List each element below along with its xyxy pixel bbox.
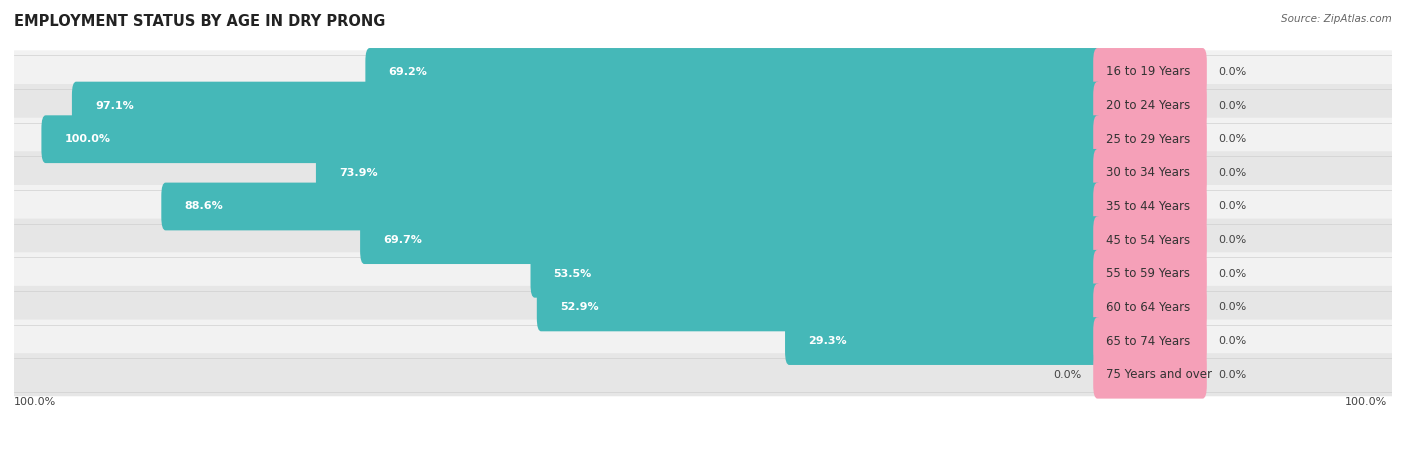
FancyBboxPatch shape	[785, 317, 1102, 365]
FancyBboxPatch shape	[1094, 351, 1206, 399]
FancyBboxPatch shape	[1094, 216, 1206, 264]
FancyBboxPatch shape	[366, 48, 1102, 96]
Text: 69.7%: 69.7%	[384, 235, 422, 245]
Text: Source: ZipAtlas.com: Source: ZipAtlas.com	[1281, 14, 1392, 23]
Text: 88.6%: 88.6%	[184, 202, 224, 211]
FancyBboxPatch shape	[162, 183, 1102, 230]
FancyBboxPatch shape	[13, 219, 1393, 261]
FancyBboxPatch shape	[13, 50, 1393, 94]
FancyBboxPatch shape	[1094, 115, 1206, 163]
Text: 0.0%: 0.0%	[1219, 336, 1247, 346]
FancyBboxPatch shape	[1094, 48, 1206, 96]
FancyBboxPatch shape	[13, 185, 1393, 228]
Text: 45 to 54 Years: 45 to 54 Years	[1107, 234, 1189, 247]
Text: 0.0%: 0.0%	[1219, 100, 1247, 111]
Text: 75 Years and over: 75 Years and over	[1107, 368, 1212, 381]
Text: 0.0%: 0.0%	[1219, 168, 1247, 178]
FancyBboxPatch shape	[530, 250, 1102, 297]
FancyBboxPatch shape	[13, 84, 1393, 127]
Text: 25 to 29 Years: 25 to 29 Years	[1107, 133, 1189, 146]
Text: 73.9%: 73.9%	[339, 168, 378, 178]
Text: 29.3%: 29.3%	[808, 336, 846, 346]
Text: 0.0%: 0.0%	[1219, 134, 1247, 144]
Text: 0.0%: 0.0%	[1219, 202, 1247, 211]
Text: 100.0%: 100.0%	[1344, 397, 1386, 407]
FancyBboxPatch shape	[537, 284, 1102, 331]
Text: 20 to 24 Years: 20 to 24 Years	[1107, 99, 1189, 112]
Text: 53.5%: 53.5%	[554, 269, 592, 279]
FancyBboxPatch shape	[1094, 250, 1206, 297]
FancyBboxPatch shape	[360, 216, 1102, 264]
FancyBboxPatch shape	[13, 320, 1393, 363]
Text: 60 to 64 Years: 60 to 64 Years	[1107, 301, 1189, 314]
Text: 97.1%: 97.1%	[96, 100, 134, 111]
Text: 100.0%: 100.0%	[65, 134, 111, 144]
FancyBboxPatch shape	[1094, 284, 1206, 331]
FancyBboxPatch shape	[13, 286, 1393, 329]
Text: 69.2%: 69.2%	[388, 67, 427, 77]
Text: 52.9%: 52.9%	[560, 302, 599, 312]
Text: 100.0%: 100.0%	[14, 397, 56, 407]
FancyBboxPatch shape	[41, 115, 1102, 163]
FancyBboxPatch shape	[13, 151, 1393, 194]
Text: 55 to 59 Years: 55 to 59 Years	[1107, 267, 1189, 280]
FancyBboxPatch shape	[316, 149, 1102, 197]
Text: 0.0%: 0.0%	[1219, 269, 1247, 279]
FancyBboxPatch shape	[72, 81, 1102, 130]
Text: 0.0%: 0.0%	[1219, 370, 1247, 380]
Text: 35 to 44 Years: 35 to 44 Years	[1107, 200, 1189, 213]
Text: 65 to 74 Years: 65 to 74 Years	[1107, 334, 1189, 347]
FancyBboxPatch shape	[13, 252, 1393, 295]
Text: 0.0%: 0.0%	[1219, 235, 1247, 245]
Text: EMPLOYMENT STATUS BY AGE IN DRY PRONG: EMPLOYMENT STATUS BY AGE IN DRY PRONG	[14, 14, 385, 28]
Text: 0.0%: 0.0%	[1219, 67, 1247, 77]
FancyBboxPatch shape	[1094, 81, 1206, 130]
FancyBboxPatch shape	[1094, 317, 1206, 365]
Text: 0.0%: 0.0%	[1053, 370, 1081, 380]
Text: 0.0%: 0.0%	[1219, 302, 1247, 312]
Text: 16 to 19 Years: 16 to 19 Years	[1107, 65, 1191, 78]
Text: 30 to 34 Years: 30 to 34 Years	[1107, 166, 1189, 180]
FancyBboxPatch shape	[1094, 183, 1206, 230]
FancyBboxPatch shape	[1094, 149, 1206, 197]
FancyBboxPatch shape	[13, 353, 1393, 396]
FancyBboxPatch shape	[13, 117, 1393, 161]
